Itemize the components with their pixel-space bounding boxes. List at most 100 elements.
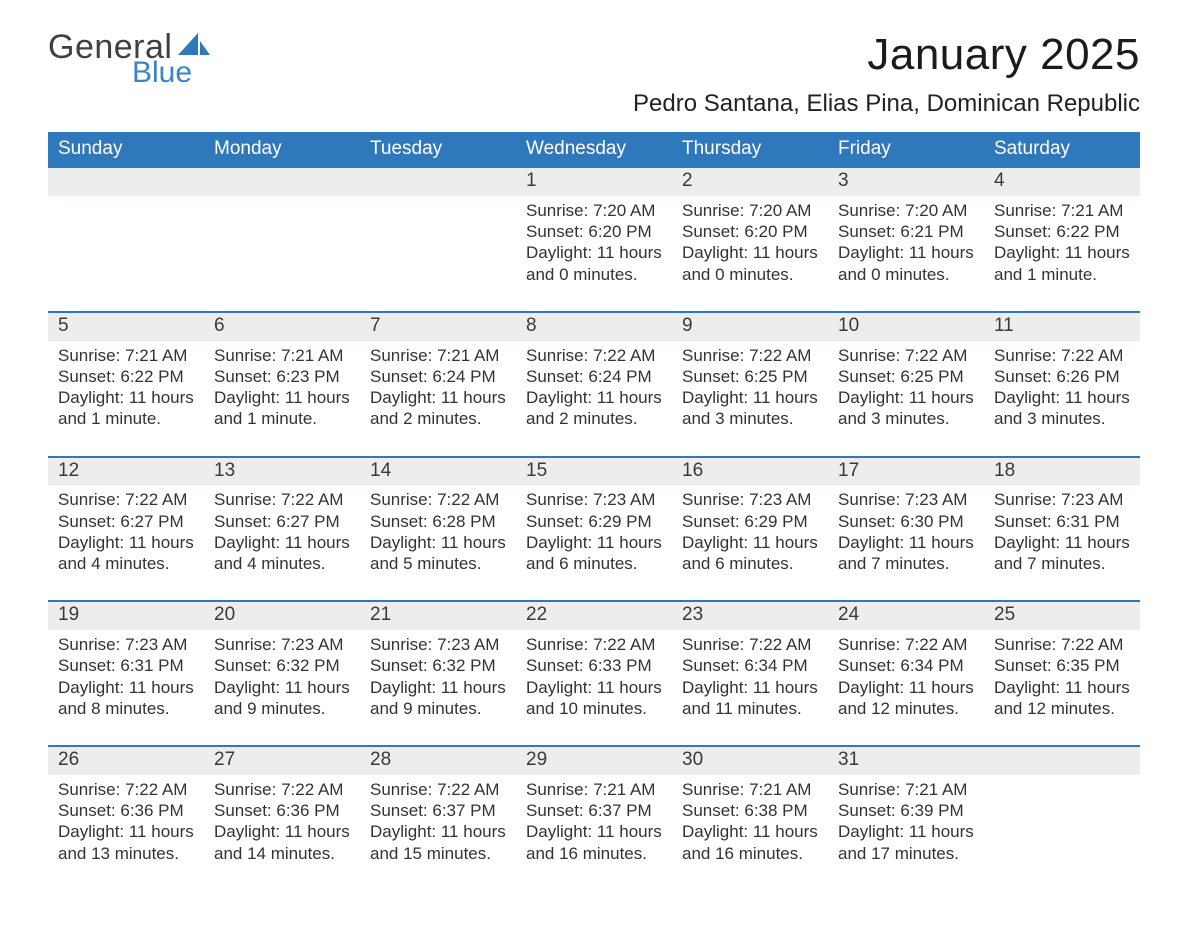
sunset-line: Sunset: 6:29 PM bbox=[526, 511, 662, 532]
daylight-line: Daylight: 11 hours and 2 minutes. bbox=[370, 387, 506, 430]
calendar-cell: 25Sunrise: 7:22 AMSunset: 6:35 PMDayligh… bbox=[984, 601, 1140, 746]
daylight-line: Daylight: 11 hours and 8 minutes. bbox=[58, 677, 194, 720]
day-number: 16 bbox=[672, 458, 828, 486]
day-number: 11 bbox=[984, 313, 1140, 341]
sunrise-line: Sunrise: 7:22 AM bbox=[994, 345, 1130, 366]
sunrise-line: Sunrise: 7:20 AM bbox=[682, 200, 818, 221]
calendar-cell: 8Sunrise: 7:22 AMSunset: 6:24 PMDaylight… bbox=[516, 312, 672, 457]
sunrise-line: Sunrise: 7:20 AM bbox=[838, 200, 974, 221]
daylight-line: Daylight: 11 hours and 16 minutes. bbox=[526, 821, 662, 864]
sunset-line: Sunset: 6:36 PM bbox=[214, 800, 350, 821]
day-number: 7 bbox=[360, 313, 516, 341]
day-number: 4 bbox=[984, 168, 1140, 196]
day-number: 18 bbox=[984, 458, 1140, 486]
daylight-line: Daylight: 11 hours and 0 minutes. bbox=[838, 242, 974, 285]
daylight-line: Daylight: 11 hours and 1 minute. bbox=[214, 387, 350, 430]
day-number: 13 bbox=[204, 458, 360, 486]
daylight-line: Daylight: 11 hours and 11 minutes. bbox=[682, 677, 818, 720]
sunrise-line: Sunrise: 7:23 AM bbox=[682, 489, 818, 510]
calendar-cell: 27Sunrise: 7:22 AMSunset: 6:36 PMDayligh… bbox=[204, 746, 360, 890]
day-number: 9 bbox=[672, 313, 828, 341]
calendar-table: SundayMondayTuesdayWednesdayThursdayFrid… bbox=[48, 132, 1140, 890]
calendar-cell: 10Sunrise: 7:22 AMSunset: 6:25 PMDayligh… bbox=[828, 312, 984, 457]
daylight-line: Daylight: 11 hours and 2 minutes. bbox=[526, 387, 662, 430]
calendar-cell: 1Sunrise: 7:20 AMSunset: 6:20 PMDaylight… bbox=[516, 168, 672, 312]
calendar-cell: 2Sunrise: 7:20 AMSunset: 6:20 PMDaylight… bbox=[672, 168, 828, 312]
day-number: 21 bbox=[360, 602, 516, 630]
calendar-cell: 28Sunrise: 7:22 AMSunset: 6:37 PMDayligh… bbox=[360, 746, 516, 890]
day-number: 17 bbox=[828, 458, 984, 486]
day-number: 23 bbox=[672, 602, 828, 630]
sunrise-line: Sunrise: 7:23 AM bbox=[370, 634, 506, 655]
weekday-header: Sunday bbox=[48, 132, 204, 168]
sunrise-line: Sunrise: 7:22 AM bbox=[994, 634, 1130, 655]
day-number: 30 bbox=[672, 747, 828, 775]
sunset-line: Sunset: 6:33 PM bbox=[526, 655, 662, 676]
daylight-line: Daylight: 11 hours and 1 minute. bbox=[58, 387, 194, 430]
sunset-line: Sunset: 6:25 PM bbox=[682, 366, 818, 387]
sunrise-line: Sunrise: 7:21 AM bbox=[214, 345, 350, 366]
sunset-line: Sunset: 6:23 PM bbox=[214, 366, 350, 387]
calendar-cell: 31Sunrise: 7:21 AMSunset: 6:39 PMDayligh… bbox=[828, 746, 984, 890]
sunset-line: Sunset: 6:34 PM bbox=[838, 655, 974, 676]
day-number: 20 bbox=[204, 602, 360, 630]
calendar-cell: 22Sunrise: 7:22 AMSunset: 6:33 PMDayligh… bbox=[516, 601, 672, 746]
day-number: 1 bbox=[516, 168, 672, 196]
calendar-cell: 23 Sunrise: 7:22 AMSunset: 6:34 PMDayligh… bbox=[672, 601, 828, 746]
sunrise-line: Sunrise: 7:22 AM bbox=[526, 345, 662, 366]
daylight-line: Daylight: 11 hours and 7 minutes. bbox=[994, 532, 1130, 575]
weekday-header: Saturday bbox=[984, 132, 1140, 168]
daylight-line: Daylight: 11 hours and 6 minutes. bbox=[526, 532, 662, 575]
calendar-cell bbox=[48, 168, 204, 312]
sunrise-line: Sunrise: 7:23 AM bbox=[838, 489, 974, 510]
sunrise-line: Sunrise: 7:22 AM bbox=[370, 779, 506, 800]
sunrise-line: Sunrise: 7:22 AM bbox=[838, 634, 974, 655]
sunset-line: Sunset: 6:24 PM bbox=[370, 366, 506, 387]
calendar-cell: 12Sunrise: 7:22 AMSunset: 6:27 PMDayligh… bbox=[48, 457, 204, 602]
day-number: 6 bbox=[204, 313, 360, 341]
calendar-cell: 13Sunrise: 7:22 AMSunset: 6:27 PMDayligh… bbox=[204, 457, 360, 602]
sunset-line: Sunset: 6:31 PM bbox=[994, 511, 1130, 532]
day-number: 29 bbox=[516, 747, 672, 775]
sunset-line: Sunset: 6:20 PM bbox=[682, 221, 818, 242]
calendar-cell: 4Sunrise: 7:21 AMSunset: 6:22 PMDaylight… bbox=[984, 168, 1140, 312]
daylight-line: Daylight: 11 hours and 12 minutes. bbox=[994, 677, 1130, 720]
sunset-line: Sunset: 6:27 PM bbox=[214, 511, 350, 532]
location-subtitle: Pedro Santana, Elias Pina, Dominican Rep… bbox=[633, 90, 1140, 118]
sunrise-line: Sunrise: 7:22 AM bbox=[682, 345, 818, 366]
calendar-cell: 24 Sunrise: 7:22 AMSunset: 6:34 PMDayligh… bbox=[828, 601, 984, 746]
calendar-cell: 9Sunrise: 7:22 AMSunset: 6:25 PMDaylight… bbox=[672, 312, 828, 457]
weekday-header: Wednesday bbox=[516, 132, 672, 168]
day-number: 24 bbox=[828, 602, 984, 630]
sunrise-line: Sunrise: 7:22 AM bbox=[58, 779, 194, 800]
daylight-line: Daylight: 11 hours and 12 minutes. bbox=[838, 677, 974, 720]
sunrise-line: Sunrise: 7:22 AM bbox=[682, 634, 818, 655]
day-number: 8 bbox=[516, 313, 672, 341]
sunrise-line: Sunrise: 7:21 AM bbox=[994, 200, 1130, 221]
sunrise-line: Sunrise: 7:22 AM bbox=[58, 489, 194, 510]
calendar-cell: 19Sunrise: 7:23 AMSunset: 6:31 PMDayligh… bbox=[48, 601, 204, 746]
daylight-line: Daylight: 11 hours and 0 minutes. bbox=[526, 242, 662, 285]
sunset-line: Sunset: 6:20 PM bbox=[526, 221, 662, 242]
day-number: 10 bbox=[828, 313, 984, 341]
daylight-line: Daylight: 11 hours and 1 minute. bbox=[994, 242, 1130, 285]
sunset-line: Sunset: 6:30 PM bbox=[838, 511, 974, 532]
sunset-line: Sunset: 6:32 PM bbox=[214, 655, 350, 676]
sunset-line: Sunset: 6:27 PM bbox=[58, 511, 194, 532]
sunrise-line: Sunrise: 7:22 AM bbox=[214, 779, 350, 800]
day-number: 22 bbox=[516, 602, 672, 630]
calendar-cell: 11Sunrise: 7:22 AMSunset: 6:26 PMDayligh… bbox=[984, 312, 1140, 457]
daylight-line: Daylight: 11 hours and 9 minutes. bbox=[370, 677, 506, 720]
weekday-header: Monday bbox=[204, 132, 360, 168]
sunset-line: Sunset: 6:34 PM bbox=[682, 655, 818, 676]
calendar-body: 1Sunrise: 7:20 AMSunset: 6:20 PMDaylight… bbox=[48, 168, 1140, 890]
daylight-line: Daylight: 11 hours and 6 minutes. bbox=[682, 532, 818, 575]
sunset-line: Sunset: 6:37 PM bbox=[370, 800, 506, 821]
day-number: 3 bbox=[828, 168, 984, 196]
day-number: 14 bbox=[360, 458, 516, 486]
sunset-line: Sunset: 6:31 PM bbox=[58, 655, 194, 676]
daylight-line: Daylight: 11 hours and 14 minutes. bbox=[214, 821, 350, 864]
daylight-line: Daylight: 11 hours and 16 minutes. bbox=[682, 821, 818, 864]
sunrise-line: Sunrise: 7:22 AM bbox=[214, 489, 350, 510]
header-bar: General Blue January 2025 Pedro Santana,… bbox=[48, 30, 1140, 118]
